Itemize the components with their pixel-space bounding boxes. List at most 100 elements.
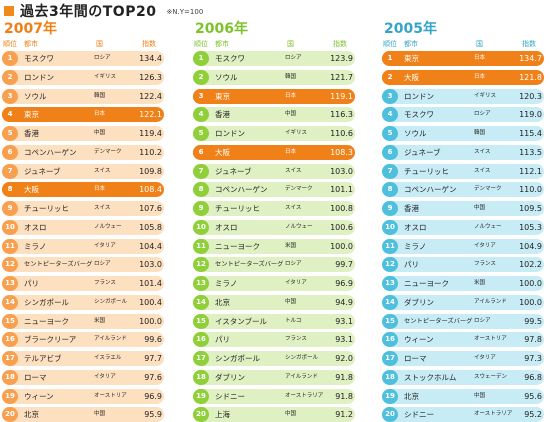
index-value: 100.4 (139, 297, 162, 307)
country-name: 米国 (94, 317, 106, 324)
rank-badge: 18 (382, 369, 398, 385)
index-value: 103.0 (330, 166, 353, 176)
index-value: 100.0 (330, 241, 353, 251)
table-row: 10 オスロ ノルウェー 100.6 (193, 219, 359, 235)
rank-badge: 12 (382, 257, 398, 273)
rank-badge: 10 (193, 219, 209, 235)
city-name: 北京 (24, 410, 39, 420)
table-row: 11 ミラノ イタリア 104.9 (382, 238, 548, 254)
country-name: オーストリア (94, 392, 127, 399)
rank-badge: 1 (2, 51, 18, 66)
row-background (2, 407, 164, 422)
index-value: 99.6 (144, 335, 162, 345)
row-background (2, 351, 164, 366)
rank-badge: 6 (2, 144, 18, 160)
country-name: イスラエル (94, 355, 122, 361)
city-name: モスクワ (215, 54, 245, 63)
rank-badge: 5 (193, 126, 209, 141)
rank-badge: 12 (2, 257, 18, 273)
city-name: ブラークリーア (24, 335, 77, 345)
column-index: 指数 (522, 40, 536, 48)
index-value: 96.9 (335, 279, 353, 288)
table-row: 16 ブラークリーア アイルランド 99.6 (2, 331, 168, 348)
table-row: 20 シドニー オーストラリア 95.2 (382, 406, 548, 422)
country-name: スイス (285, 205, 302, 211)
table-row: 12 セントピーターズバーグ ロシア 103.0 (2, 256, 168, 273)
country-name: スイス (285, 167, 302, 174)
city-name: ストックホルム (404, 372, 457, 382)
table-year: 2005年 (384, 21, 437, 37)
index-value: 97.7 (144, 354, 162, 363)
row-background (193, 351, 355, 366)
index-value: 91.8 (335, 391, 353, 401)
row-background (382, 107, 544, 123)
country-name: オーストリア (474, 336, 507, 343)
city-name: ミラノ (24, 241, 47, 251)
index-value: 95.6 (524, 391, 542, 401)
row-background (2, 51, 164, 66)
rank-badge: 4 (193, 107, 209, 123)
row-background (382, 201, 544, 216)
rank-badge: 11 (382, 238, 398, 254)
table-row: 3 ロンドン イギリス 120.3 (382, 88, 548, 104)
row-background (193, 332, 355, 348)
city-name: モスクワ (404, 110, 434, 120)
table-row: 4 東京 日本 122.1 (2, 106, 168, 123)
index-value: 116.3 (330, 110, 353, 120)
page-header: 過去3年間のTOP20 ※N.Y=100 (4, 2, 203, 20)
table-row: 19 シドニー オーストラリア 91.8 (193, 388, 359, 404)
country-name: ロシア (94, 55, 111, 61)
table-row: 10 オスロ ノルウェー 105.8 (2, 219, 168, 235)
table-row: 7 ジュネーブ スイス 103.0 (193, 163, 359, 179)
rank-badge: 11 (2, 238, 18, 254)
rank-badge: 9 (193, 201, 209, 216)
city-name: オスロ (215, 222, 238, 232)
index-value: 119.0 (519, 110, 542, 120)
city-name: ローマ (24, 372, 47, 382)
city-name: パリ (215, 335, 230, 345)
rank-badge: 5 (2, 126, 18, 141)
row-background (382, 69, 544, 85)
row-background (2, 238, 164, 254)
index-value: 100.0 (519, 297, 542, 307)
index-value: 91.2 (335, 410, 353, 420)
rank-badge: 3 (2, 88, 18, 104)
index-note: ※N.Y=100 (166, 8, 204, 16)
row-background (2, 388, 164, 404)
row-background (2, 294, 164, 310)
country-name: デンマーク (285, 186, 313, 193)
city-name: チューリッヒ (215, 204, 260, 213)
city-name: セントピーターズバーグ (404, 317, 473, 325)
column-country: 国 (476, 40, 483, 48)
country-name: フランス (285, 336, 307, 343)
index-value: 96.9 (144, 391, 162, 401)
country-name: 米国 (474, 280, 486, 286)
country-name: トルコ (285, 317, 302, 324)
row-background (2, 88, 164, 104)
city-name: ミラノ (404, 241, 427, 251)
rank-badge: 2 (382, 69, 398, 85)
index-value: 123.9 (330, 54, 353, 63)
city-name: ウィーン (404, 335, 434, 345)
rank-badge: 13 (382, 276, 398, 291)
row-background (193, 407, 355, 422)
city-name: チューリッヒ (24, 204, 69, 213)
table-row: 7 ジュネーブ スイス 109.8 (2, 163, 168, 179)
table-row: 13 ニューヨーク 米国 100.0 (382, 275, 548, 291)
column-city: 都市 (24, 40, 38, 48)
country-name: フランス (474, 261, 496, 268)
city-name: 大阪 (215, 147, 230, 157)
country-name: スイス (94, 167, 111, 174)
country-name: スイス (474, 148, 491, 155)
index-value: 108.3 (330, 147, 353, 157)
rank-badge: 18 (193, 369, 209, 385)
country-name: イギリス (285, 130, 308, 136)
city-name: 北京 (215, 297, 230, 307)
city-name: オスロ (24, 222, 47, 232)
table-year: 2007年 (4, 21, 57, 37)
country-name: ロシア (285, 261, 302, 268)
city-name: シンガポール (24, 297, 69, 307)
country-name: イタリア (94, 242, 116, 249)
index-value: 105.3 (519, 222, 542, 232)
rank-badge: 3 (382, 88, 398, 104)
